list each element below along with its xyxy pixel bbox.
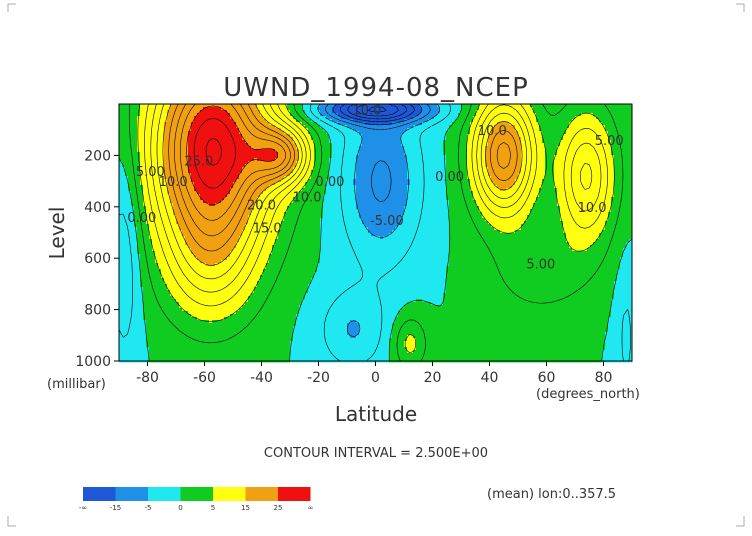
contour-label: 10.0: [159, 175, 188, 190]
colorbar-label: -5: [145, 504, 152, 512]
colorbar-swatch: [246, 487, 279, 501]
y-axis: 200 400 600 800 1000: [75, 148, 119, 370]
x-unit-label: (degrees_north): [536, 387, 640, 402]
y-tick-label: 600: [84, 251, 111, 267]
x-tick-label: -60: [193, 370, 216, 386]
corner-mark: [736, 516, 744, 526]
x-tick-label: 0: [371, 370, 380, 386]
y-tick-label: 400: [84, 200, 111, 216]
x-tick-label: -80: [136, 370, 159, 386]
x-tick-label: 60: [538, 370, 556, 386]
contour-label: 0.00: [435, 170, 464, 185]
contour-label: 0.00: [127, 211, 156, 226]
colorbar-label: -15: [110, 504, 121, 512]
x-axis-label: Latitude: [335, 402, 417, 426]
colorbar-swatch: [213, 487, 246, 501]
y-tick-label: 800: [84, 303, 111, 319]
footer-note: (mean) lon:0..357.5: [487, 487, 616, 502]
contour-label: 10.0: [352, 103, 381, 118]
contour-label: 25.0: [184, 155, 213, 170]
colorbar-swatch: [116, 487, 149, 501]
y-tick-label: 200: [84, 148, 111, 164]
colorbar: -∞ -15 -5 0 5 15 25 ∞: [79, 487, 314, 512]
x-tick-label: -20: [307, 370, 330, 386]
colorbar-label: 15: [241, 504, 250, 512]
x-tick-label: 40: [481, 370, 499, 386]
y-unit-label: (millibar): [47, 377, 106, 392]
colorbar-label: 25: [274, 504, 283, 512]
contour-label: 5.00: [595, 134, 624, 149]
colorbar-swatch: [181, 487, 214, 501]
contour-label: 20.0: [247, 198, 276, 213]
y-axis-label: Level: [45, 207, 69, 260]
colorbar-label: 0: [178, 504, 182, 512]
x-axis: -80 -60 -40 -20 0 20 40 60 80: [136, 361, 612, 386]
x-tick-label: -40: [250, 370, 273, 386]
colorbar-label: -∞: [79, 504, 87, 512]
contour-label: 10.0: [478, 124, 507, 139]
colorbar-swatch: [148, 487, 181, 501]
colorbar-label: 5: [211, 504, 215, 512]
contour-field: [119, 104, 632, 362]
colorbar-swatch: [278, 487, 311, 501]
contour-label: 15.0: [253, 222, 282, 237]
chart-title: UWND_1994-08_NCEP: [223, 73, 529, 103]
contour-label: 5.00: [526, 257, 555, 272]
contour-label: -5.00: [370, 214, 404, 229]
contour-interval-note: CONTOUR INTERVAL = 2.500E+00: [264, 446, 488, 461]
colorbar-swatch: [83, 487, 116, 501]
contour-label: 10.0: [578, 201, 607, 216]
contour-label: 10.0: [293, 191, 322, 206]
colorbar-label: ∞: [308, 504, 314, 512]
corner-mark: [8, 516, 16, 526]
corner-mark: [736, 4, 744, 12]
x-tick-label: 80: [595, 370, 613, 386]
corner-mark: [8, 4, 16, 12]
x-tick-label: 20: [424, 370, 442, 386]
y-tick-label: 1000: [75, 354, 111, 370]
contour-label: 0.00: [315, 175, 344, 190]
